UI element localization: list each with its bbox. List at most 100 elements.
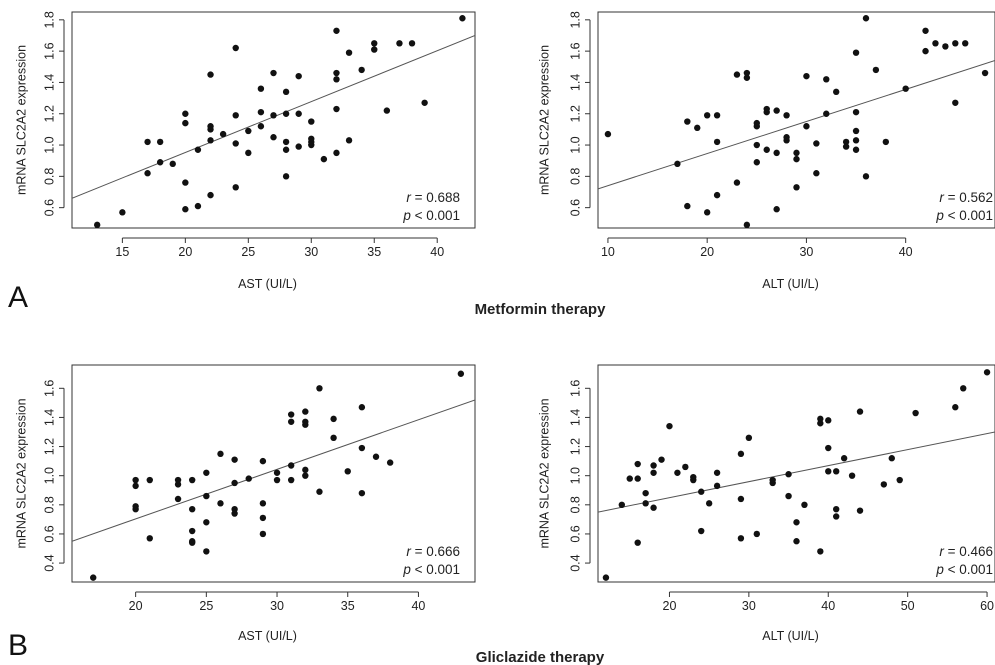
data-point <box>203 469 210 476</box>
y-tick-label: 0.4 <box>42 554 56 571</box>
data-point <box>408 40 416 47</box>
data-point <box>882 138 890 146</box>
data-point <box>737 450 745 458</box>
y-axis-title: mRNA SLC2A2 expression <box>537 45 551 195</box>
data-point <box>217 450 224 458</box>
data-point <box>713 112 721 119</box>
data-point <box>793 538 800 545</box>
data-point <box>282 146 290 153</box>
data-point <box>371 46 378 53</box>
data-point <box>650 462 657 469</box>
data-point <box>773 149 780 157</box>
data-point <box>232 140 239 147</box>
x-axis: 20 25 30 35 40 <box>129 591 425 613</box>
data-point <box>302 418 309 425</box>
y-axis: 0.4 0.6 0.8 1.0 1.2 1.4 1.6 <box>42 380 65 572</box>
x-tick-label: 40 <box>411 599 425 613</box>
data-point <box>793 149 800 157</box>
x-tick-label: 20 <box>663 599 677 613</box>
data-point <box>960 385 967 392</box>
data-point <box>282 88 290 96</box>
data-point <box>302 466 309 474</box>
data-point <box>753 159 760 166</box>
x-axis: 20 30 40 50 60 <box>663 591 994 613</box>
r-stat: r = 0.666 <box>406 544 460 559</box>
data-point <box>896 476 903 484</box>
data-point <box>295 72 302 80</box>
data-point <box>825 468 832 475</box>
data-point <box>287 462 295 469</box>
data-point <box>188 476 196 484</box>
x-tick-label: 30 <box>742 599 756 613</box>
data-point <box>259 457 267 465</box>
plot-frame <box>71 364 476 583</box>
data-point <box>783 112 790 119</box>
data-point <box>358 489 366 497</box>
data-point <box>257 108 265 116</box>
data-point <box>217 500 224 507</box>
data-point <box>705 500 713 507</box>
y-axis: 0.6 0.8 1.0 1.2 1.4 1.6 1.8 <box>568 11 591 216</box>
y-axis-title: mRNA SLC2A2 expression <box>14 45 28 195</box>
data-point <box>698 488 705 495</box>
data-point <box>932 40 939 47</box>
x-axis-title: AST (UI/L) <box>238 277 297 291</box>
y-tick-label: 0.8 <box>568 168 582 185</box>
y-tick-label: 1.2 <box>42 438 56 455</box>
caption-gliclazide: Gliclazide therapy <box>476 649 605 665</box>
data-point <box>743 69 751 77</box>
x-axis: 10 20 30 40 <box>601 237 913 259</box>
data-point <box>287 411 295 418</box>
data-point <box>333 76 340 83</box>
x-tick-label: 15 <box>115 245 129 259</box>
data-point <box>282 138 290 146</box>
chart-gliclazide-ast: 0.4 0.6 0.8 1.0 1.2 1.4 1.6 20 25 30 35 40 mRNA SLC2… <box>14 364 476 643</box>
x-tick-label: 35 <box>367 245 381 259</box>
p-stat: p < 0.001 <box>935 208 993 223</box>
chart-metformin-alt: 0.6 0.8 1.0 1.2 1.4 1.6 1.8 10 20 30 40 mRNA SLC2A2… <box>537 11 995 291</box>
data-point <box>773 206 780 213</box>
p-stat: p < 0.001 <box>935 562 993 577</box>
data-point <box>188 538 196 545</box>
plot-frame <box>597 364 995 583</box>
data-point <box>962 40 969 47</box>
data-point <box>690 473 697 481</box>
y-tick-label: 1.6 <box>568 42 582 59</box>
data-point <box>259 530 267 538</box>
r-stat: r = 0.688 <box>406 190 460 205</box>
regression-line <box>72 399 475 542</box>
x-axis-title: ALT (UI/L) <box>762 277 819 291</box>
data-point <box>330 415 337 423</box>
data-point <box>188 527 196 535</box>
data-point <box>287 476 295 484</box>
data-point <box>295 110 302 117</box>
data-points <box>93 15 466 228</box>
data-point <box>270 69 277 77</box>
y-tick-label: 0.6 <box>568 525 582 542</box>
data-point <box>658 456 665 463</box>
data-point <box>769 476 776 484</box>
data-point <box>634 475 641 482</box>
data-point <box>713 138 721 146</box>
data-point <box>862 15 870 22</box>
data-point <box>713 482 721 490</box>
data-point <box>880 481 888 488</box>
data-point <box>345 49 353 56</box>
data-point <box>386 459 394 466</box>
data-point <box>952 404 959 411</box>
data-point <box>703 112 711 119</box>
data-point <box>833 505 840 513</box>
data-point <box>793 184 800 191</box>
data-point <box>132 482 139 490</box>
data-point <box>459 15 466 22</box>
data-point <box>713 469 721 476</box>
data-point <box>219 130 227 138</box>
data-point <box>146 476 153 484</box>
data-point <box>132 503 139 510</box>
data-point <box>626 475 633 482</box>
data-point <box>257 85 265 92</box>
data-point <box>682 463 689 471</box>
y-tick-label: 1.0 <box>568 136 582 153</box>
data-point <box>333 149 340 157</box>
data-point <box>245 127 252 135</box>
